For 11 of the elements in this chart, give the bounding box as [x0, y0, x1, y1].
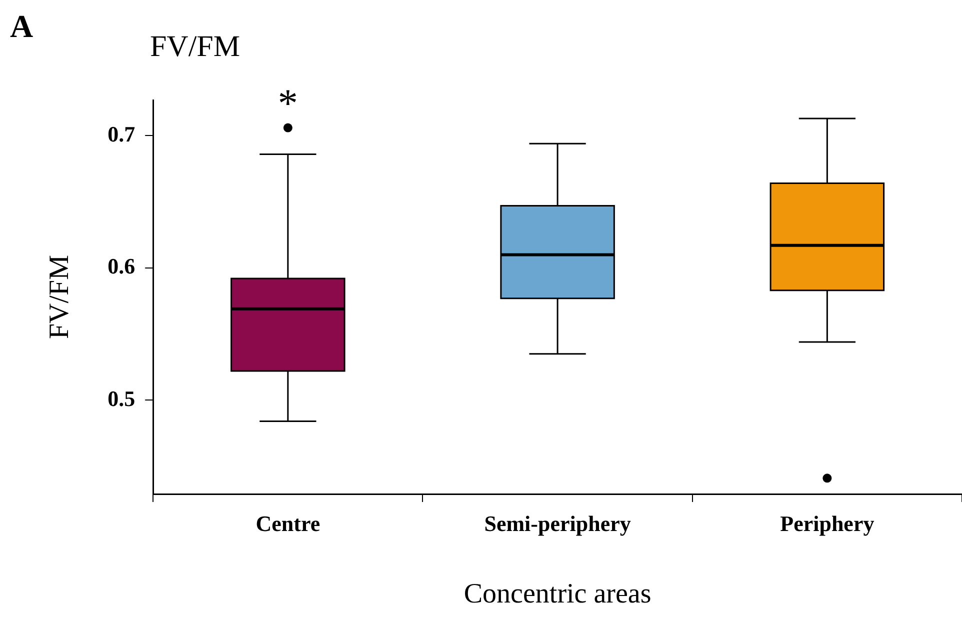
x-axis-title: Concentric areas: [464, 578, 652, 610]
y-tick-label: 0.5: [108, 386, 136, 411]
chart-title: FV/FM: [150, 30, 240, 64]
annotation: *: [278, 80, 298, 126]
x-tick-label: Periphery: [780, 510, 874, 536]
x-tick-label: Centre: [256, 510, 320, 536]
y-tick-label: 0.6: [108, 254, 136, 279]
text: A: [10, 8, 34, 45]
x-tick-label: Semi-periphery: [484, 510, 631, 536]
y-tick-label: 0.7: [108, 121, 136, 146]
y-axis-title: FV/FM: [44, 254, 76, 340]
